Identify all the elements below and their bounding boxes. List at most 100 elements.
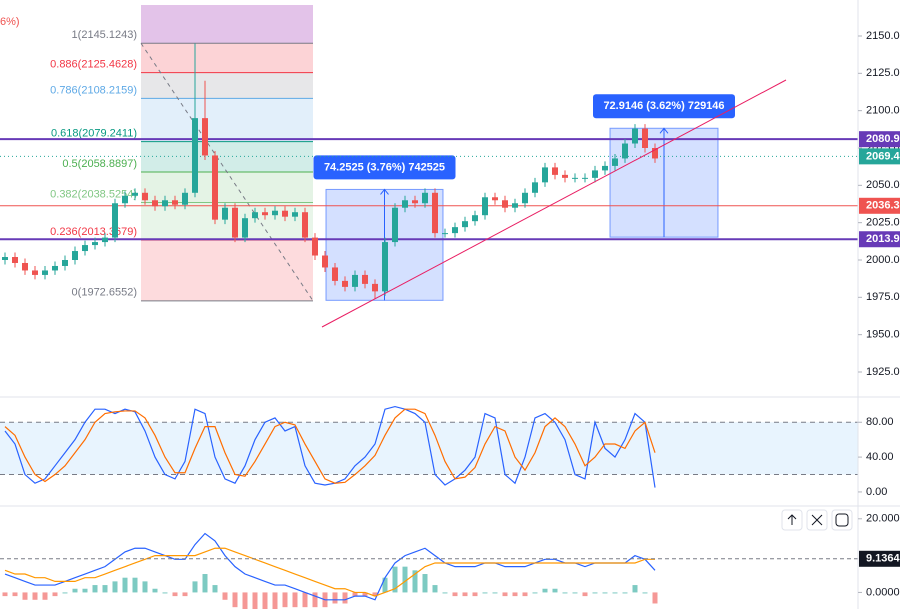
y-tick-label: 1975.00 [866, 291, 900, 303]
candle-body [442, 233, 448, 235]
candle-body [392, 207, 398, 243]
macd-line [4, 532, 656, 601]
macd-histogram-bar [2, 592, 8, 597]
candle-body [602, 165, 608, 171]
measure-arrow-head [659, 127, 669, 134]
macd-histogram-bar [462, 592, 468, 597]
candle-body [462, 221, 468, 228]
candle-body [402, 200, 408, 208]
fib-level-label: 0.382(2038.5254) [50, 188, 137, 200]
candle-body [582, 177, 588, 179]
y-tick-label: 2050.00 [866, 179, 900, 191]
candle-body [232, 207, 238, 238]
candle-body [302, 212, 308, 238]
maximize-button[interactable] [831, 509, 853, 531]
price-pane: 1(2145.1243) 0.886(2125.4628) 0.786(2108.2… [0, 5, 858, 302]
candle-body [482, 197, 488, 216]
macd-histogram-bar [332, 592, 338, 604]
y-tick-label: 2125.00 [866, 67, 900, 79]
y-tick-label: 0.00 [866, 486, 887, 498]
candle-body [502, 200, 508, 208]
candle-body [172, 200, 178, 205]
candle-body [492, 197, 498, 201]
macd-histogram-bar [32, 592, 38, 600]
macd-histogram-bar [532, 592, 538, 594]
candle-body [542, 167, 548, 183]
fib-trend-line [140, 42, 314, 302]
candle-body [252, 212, 258, 219]
macd-histogram-bar [22, 592, 28, 600]
fib-zone [141, 98, 313, 142]
close-button[interactable] [806, 509, 828, 531]
last-value-label: 9.1364 [866, 553, 900, 565]
macd-histogram-bar [442, 592, 448, 594]
measure-label: 74.2525 (3.76%) 742525 [324, 161, 445, 173]
fib-level-label: 0.786(2108.2159) [50, 84, 137, 96]
y-tick-label: 80.00 [866, 416, 894, 428]
candle-body [532, 182, 538, 193]
candle-body [552, 167, 558, 175]
y-tick-label: 1950.00 [866, 329, 900, 341]
candle-body [112, 203, 118, 238]
candle-body [202, 118, 208, 156]
candle-body [612, 158, 618, 166]
macd-histogram-bar [62, 592, 68, 594]
candle-body [372, 283, 378, 292]
macd-histogram-bar [432, 585, 438, 593]
fib-extension-zone [141, 5, 313, 44]
macd-histogram-bar [222, 592, 228, 600]
macd-histogram-bar [572, 592, 578, 594]
candle-body [412, 200, 418, 204]
macd-histogram-bar [352, 592, 358, 597]
candle-body [292, 212, 298, 217]
macd-histogram-bar [162, 592, 168, 594]
price-axis: 2150.002125.002100.002075.002050.002025.… [858, 30, 900, 598]
macd-histogram-bar [122, 577, 128, 593]
macd-histogram-bar [202, 574, 208, 593]
macd-histogram-bar [142, 581, 148, 593]
macd-histogram-bar [612, 592, 618, 594]
fib-level-label: 0.236(2013.3679) [50, 226, 137, 238]
candle-body [132, 192, 138, 196]
macd-histogram-bar [602, 592, 608, 594]
macd-histogram-bar [252, 592, 258, 609]
macd-histogram-bar [52, 592, 58, 597]
macd-histogram-bar [482, 592, 488, 594]
candle-body [572, 177, 578, 179]
top-left-label: 6%) [0, 16, 20, 28]
candle-body [422, 192, 428, 204]
candle-body [262, 212, 268, 216]
y-tick-label: 2025.00 [866, 217, 900, 229]
candle-body [182, 192, 188, 205]
fib-level-label: 0.618(2079.2411) [51, 128, 137, 140]
candle-body [452, 227, 458, 234]
y-tick-label: 20.0000 [866, 513, 900, 525]
macd-histogram-bar [72, 588, 78, 593]
candle-body [222, 207, 228, 220]
macd-histogram-bar [592, 592, 598, 594]
candle-body [62, 259, 68, 266]
candle-body [22, 262, 28, 271]
y-tick-label: 2150.00 [866, 30, 900, 42]
trend-line [321, 79, 787, 328]
macd-histogram-bar [492, 592, 498, 594]
stoch-band [0, 422, 858, 475]
candle-body [652, 147, 658, 159]
fib-level-label: 1(2145.1243) [72, 29, 137, 41]
macd-histogram-bar [282, 592, 288, 608]
candle-body [642, 128, 648, 148]
candle-body [632, 128, 638, 144]
macd-histogram-bar [452, 592, 458, 597]
macd-histogram-bar [242, 592, 248, 609]
move-up-button[interactable] [781, 509, 803, 531]
price-tag [859, 231, 900, 248]
macd-histogram-bar [382, 577, 388, 593]
macd-histogram-bar [362, 592, 368, 597]
fib-level-label: 0.886(2125.4628) [50, 59, 137, 71]
macd-histogram-bar [262, 592, 268, 609]
candle-body [382, 242, 388, 292]
macd-histogram-bar [132, 577, 138, 593]
measure-arrow-head [380, 188, 389, 195]
candle-body [282, 210, 288, 217]
